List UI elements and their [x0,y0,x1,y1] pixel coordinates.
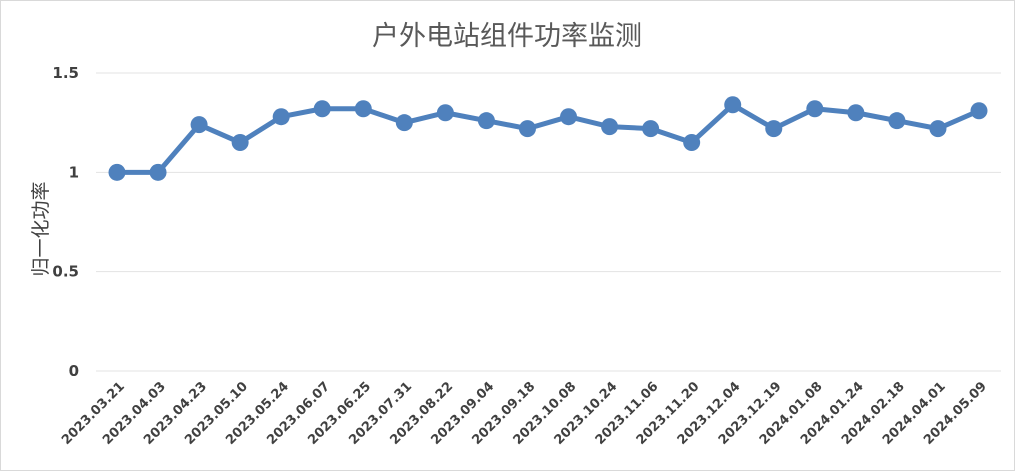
data-point [231,134,249,152]
data-point [683,134,701,152]
data-point [313,100,331,118]
chart-title: 户外电站组件功率监测 [372,21,642,52]
data-point [806,100,824,118]
data-point [395,114,413,132]
y-tick-label: 1 [69,163,79,181]
data-point [601,118,619,136]
data-point [560,108,578,126]
y-axis-ticks: 0 0.5 1 1.5 [52,64,79,380]
x-axis-ticks: 2023.03.212023.04.032023.04.232023.05.10… [59,379,990,448]
data-point [436,104,454,122]
data-point [970,102,988,120]
series-group [108,96,988,181]
data-point [642,120,660,138]
series-line [114,102,982,175]
data-point [929,120,947,138]
data-point [477,112,495,130]
data-point [888,112,906,130]
data-point [272,108,290,126]
data-point [847,104,865,122]
y-tick-label: 1.5 [52,64,79,82]
data-point [190,116,208,134]
gridlines [96,72,1001,372]
y-tick-label: 0.5 [52,263,79,281]
data-point [149,163,167,181]
data-point [354,100,372,118]
data-point [518,120,536,138]
y-tick-label: 0 [69,362,79,380]
data-point [724,96,742,114]
data-point [765,120,783,138]
y-axis-label: 归一化功率 [30,181,52,276]
data-point [108,163,126,181]
